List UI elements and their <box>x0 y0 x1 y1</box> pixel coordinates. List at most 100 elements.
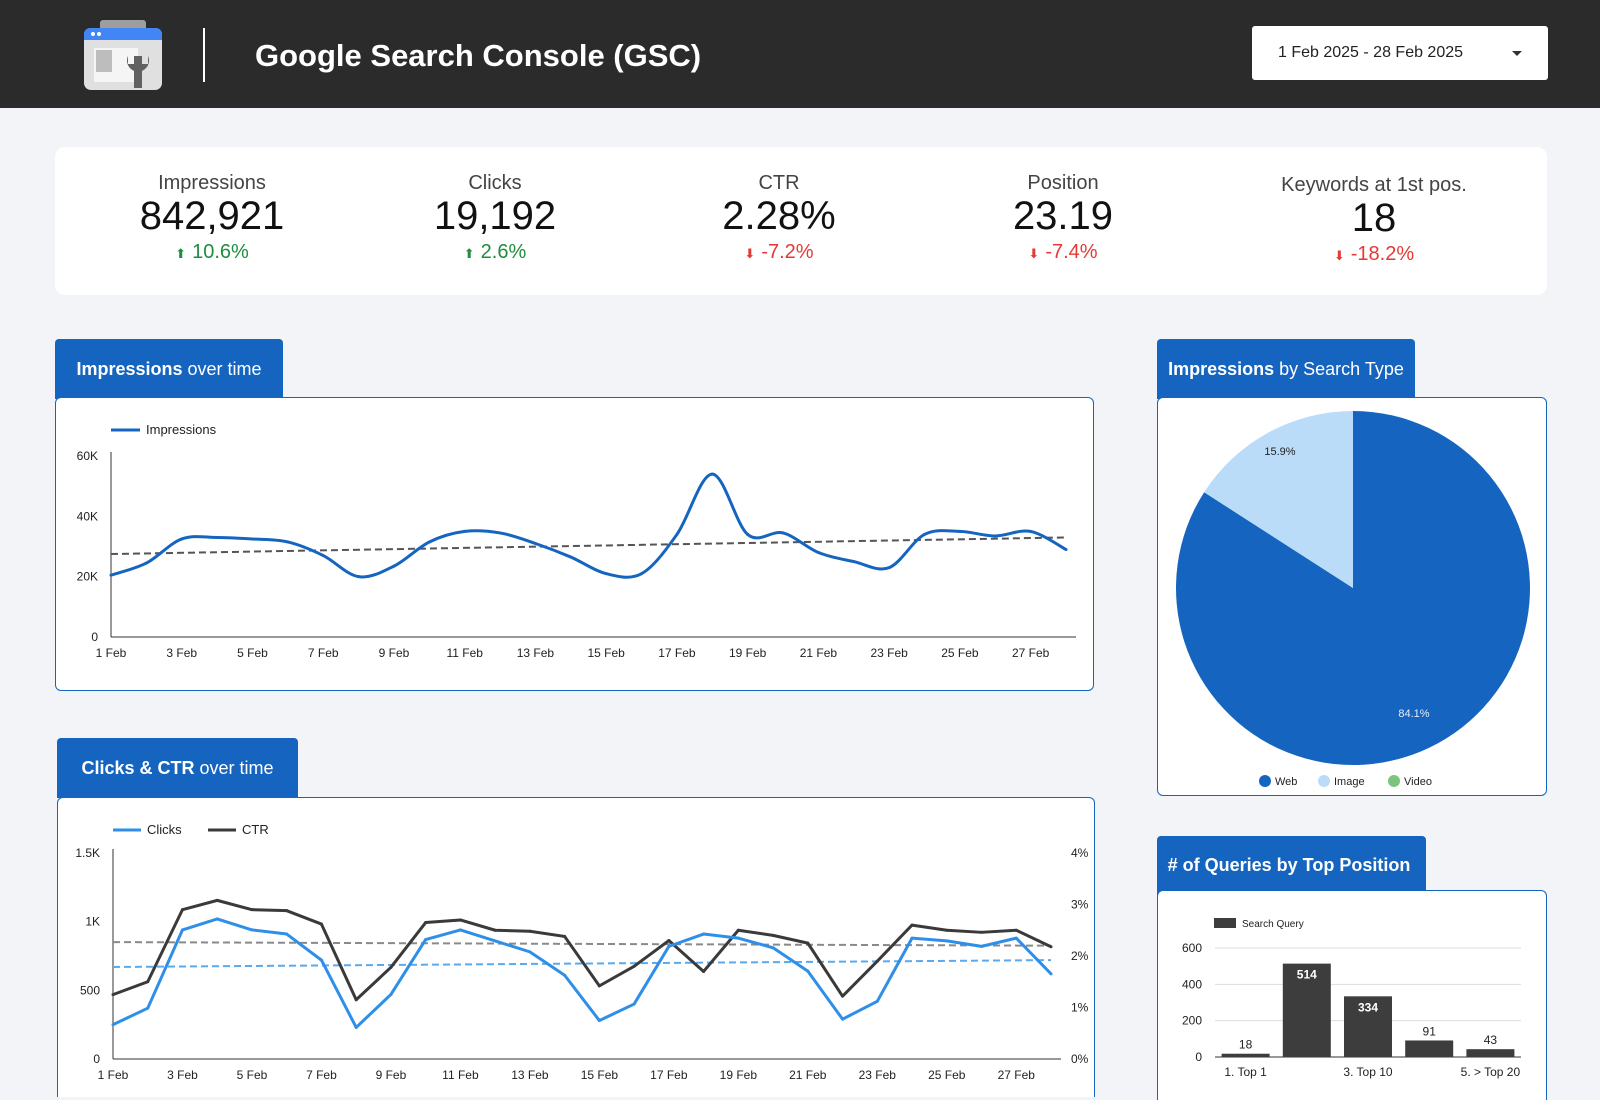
impressions-data-point <box>1064 548 1068 552</box>
ctr-data-point <box>1014 928 1018 932</box>
kpi-value: 842,921 <box>139 194 285 238</box>
impressions-data-point <box>675 532 679 536</box>
legend-label: CTR <box>242 822 269 837</box>
queries-by-top-position-panel: 0 200 400 600 Search Query 18 1. Top 1 514 334 3.… <box>1157 890 1547 1100</box>
clicks-data-point <box>146 1006 150 1010</box>
impressions-data-point <box>852 560 856 564</box>
x-tick-label: 17 Feb <box>658 646 696 660</box>
y-tick-label: 20K <box>77 570 98 584</box>
legend-label: Clicks <box>147 822 182 837</box>
x-tick-label: 9 Feb <box>379 646 410 660</box>
y-tick-label-right: 2% <box>1071 949 1089 963</box>
x-tick-label: 3. Top 10 <box>1343 1065 1392 1079</box>
impressions-data-point <box>781 531 785 535</box>
panel-title-bold: Impressions <box>76 358 183 379</box>
header-divider <box>203 28 205 82</box>
impressions-data-point <box>109 573 113 577</box>
impressions-data-point <box>463 529 467 533</box>
x-tick-label: 11 Feb <box>446 646 483 660</box>
chevron-down-icon <box>1512 50 1522 56</box>
search-console-logo-icon <box>84 20 162 90</box>
clicks-data-point <box>980 944 984 948</box>
y-tick-label: 60K <box>77 449 98 463</box>
x-tick-label: 23 Feb <box>859 1068 897 1082</box>
legend-label: Image <box>1334 776 1365 788</box>
header-bar: Google Search Console (GSC) 1 Feb 2025 -… <box>0 0 1600 108</box>
impressions-data-point <box>357 575 361 579</box>
clicks-data-point <box>841 1017 845 1021</box>
ctr-data-point <box>702 969 706 973</box>
clicks-data-point <box>597 1019 601 1023</box>
arrow-up-icon: ⬆ <box>175 246 187 261</box>
x-tick-label: 15 Feb <box>581 1068 619 1082</box>
impressions-data-point <box>498 531 502 535</box>
ctr-data-point <box>424 921 428 925</box>
y-tick-label-left: 0 <box>93 1052 100 1066</box>
impressions-data-point <box>1029 529 1033 533</box>
bar <box>1282 963 1331 1057</box>
date-range-picker[interactable]: 1 Feb 2025 - 28 Feb 2025 <box>1252 26 1548 80</box>
x-tick-label: 3 Feb <box>167 1068 198 1082</box>
tab-impressions-by-search-type: Impressions by Search Type <box>1157 339 1415 399</box>
panel-title-rest: over time <box>199 757 274 778</box>
legend-label: Impressions <box>146 422 217 437</box>
kpi-value: 2.28% <box>722 194 836 238</box>
arrow-up-icon: ⬆ <box>463 246 475 261</box>
bar <box>1405 1040 1454 1057</box>
bar-value-label: 514 <box>1297 968 1317 982</box>
impressions-data-point <box>816 551 820 555</box>
x-tick-label: 27 Feb <box>1012 646 1050 660</box>
ctr-data-point <box>1049 945 1053 949</box>
pie-slice-label: 84.1% <box>1398 708 1429 720</box>
legend-swatch <box>1214 918 1236 928</box>
ctr-data-point <box>389 965 393 969</box>
y-tick-label-right: 1% <box>1071 1001 1089 1015</box>
kpi-label: Position <box>1027 172 1099 194</box>
clicks-data-point <box>493 939 497 943</box>
clicks-data-point <box>389 992 393 996</box>
ctr-data-point <box>597 984 601 988</box>
impressions-series-line <box>110 472 1067 579</box>
ctr-data-point <box>945 928 949 932</box>
x-tick-label: 1 Feb <box>96 646 127 660</box>
bar <box>1344 996 1392 1057</box>
y-tick-label-right: 4% <box>1071 846 1089 860</box>
clicks-data-point <box>180 928 184 932</box>
y-tick-label-left: 500 <box>80 983 100 997</box>
kpi-scorecard-row: Impressions 842,921 ⬆ 10.6% Clicks 19,192… <box>55 147 1547 295</box>
clicks-data-point <box>736 936 740 940</box>
impressions-data-point <box>993 534 997 538</box>
clicks-data-point <box>945 939 949 943</box>
ctr-data-point <box>180 908 184 912</box>
clicks-data-point <box>1014 936 1018 940</box>
tab-queries-by-top-position: # of Queries by Top Position <box>1157 836 1426 895</box>
x-tick-label: 1. Top 1 <box>1224 1065 1267 1079</box>
legend-swatch <box>1259 775 1271 787</box>
y-tick-label: 0 <box>1195 1050 1202 1064</box>
impressions-data-point <box>215 535 219 539</box>
page-title: Google Search Console (GSC) <box>255 38 702 73</box>
legend-swatch <box>1388 775 1400 787</box>
x-tick-label: 25 Feb <box>928 1068 966 1082</box>
y-tick-label: 40K <box>77 509 98 523</box>
clicks-data-point <box>458 928 462 932</box>
kpi-label: Impressions <box>158 172 266 194</box>
panel-title-bold: Clicks & CTR <box>81 757 195 778</box>
x-tick-label: 17 Feb <box>650 1068 688 1082</box>
clicks-data-point <box>250 928 254 932</box>
kpi-label: Keywords at 1st pos. <box>1281 174 1467 196</box>
x-tick-label: 5 Feb <box>237 646 268 660</box>
kpi-value: 18 <box>1351 196 1397 240</box>
impressions-data-point <box>746 532 750 536</box>
kpi-delta: ⬇ -18.2% <box>1224 243 1524 266</box>
impressions-data-point <box>392 564 396 568</box>
kpi-delta: ⬆ 10.6% <box>82 241 342 264</box>
search-type-pie-chart: 84.1% 15.9% Web Image Video <box>1176 411 1530 788</box>
x-tick-label: 5. > Top 20 <box>1461 1065 1521 1079</box>
pie-slice-image <box>1204 411 1353 588</box>
date-range-value: 1 Feb 2025 - 28 Feb 2025 <box>1278 44 1464 61</box>
ctr-data-point <box>910 923 914 927</box>
impressions-data-point <box>887 566 891 570</box>
clicks-trendline <box>112 959 1052 968</box>
pie-slice-label: 15.9% <box>1264 446 1295 458</box>
